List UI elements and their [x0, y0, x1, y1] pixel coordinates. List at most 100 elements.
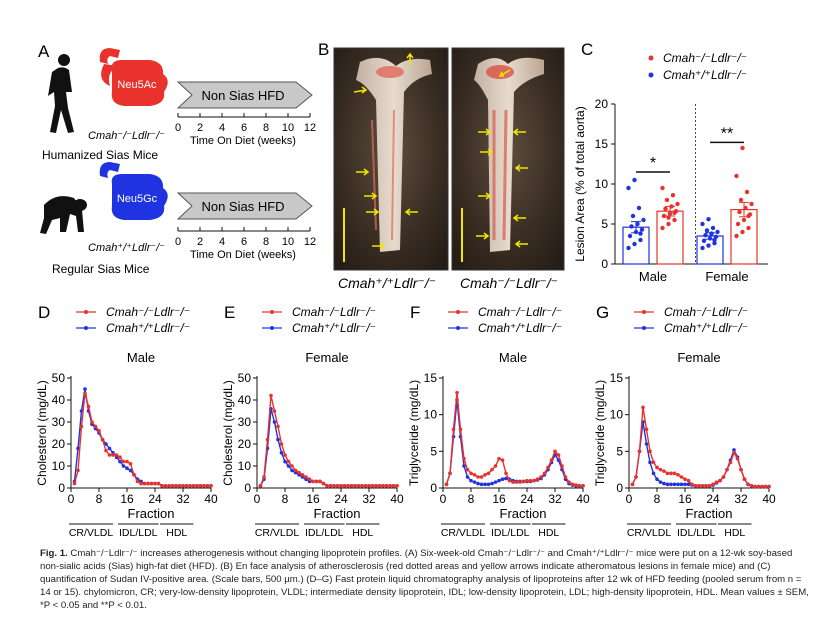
fplc-data-point	[290, 468, 294, 473]
panel-c-point	[667, 211, 673, 216]
timeline-tick-label-bottom: 4	[219, 236, 225, 248]
fplc-xtick-label: 0	[254, 492, 261, 506]
fplc-data-point	[756, 484, 761, 489]
fplc-data-point	[514, 480, 519, 484]
fplc-panel-letter: E	[224, 303, 235, 322]
fplc-data-point	[672, 471, 677, 476]
panel-c-point	[709, 231, 714, 236]
fplc-legend-label: Cmah⁺/⁺Ldlr⁻/⁻	[664, 321, 748, 335]
fplc-xtick-label: 0	[440, 492, 447, 506]
panel-c-point	[672, 217, 677, 223]
fplc-xtick-label: 24	[148, 492, 162, 506]
fplc-ylabel: Cholesterol (mg/dL)	[35, 380, 49, 485]
fplc-xtick-label: 32	[176, 492, 190, 506]
panel-c-point	[712, 237, 717, 243]
fplc-data-point	[648, 449, 652, 454]
fplc-data-point	[728, 460, 733, 465]
panel-c-point	[746, 225, 751, 231]
fplc-data-point	[195, 484, 199, 488]
fplc-xtick-label: 8	[282, 492, 289, 506]
fplc-data-point	[328, 484, 333, 488]
fplc-panel-letter: F	[410, 303, 420, 322]
fplc-data-point	[742, 477, 747, 482]
panel-c-point	[740, 229, 745, 235]
fplc-data-point	[381, 484, 385, 488]
fplc-data-point	[135, 479, 140, 484]
fplc-data-point	[279, 442, 284, 446]
panel-c-point	[735, 221, 741, 227]
panel-c-point	[626, 245, 631, 251]
fplc-data-point	[553, 449, 557, 454]
fplc-data-point	[97, 429, 101, 433]
fplc-data-point	[574, 483, 578, 487]
fplc-data-point	[86, 404, 91, 409]
fplc-data-point	[651, 471, 656, 476]
fplc-data-point	[388, 484, 392, 488]
panel-c-point	[627, 233, 633, 239]
fplc-data-point	[630, 482, 635, 487]
fplc-legend-marker	[456, 310, 460, 314]
fplc-xlabel: Fraction	[686, 506, 733, 521]
fplc-data-point	[142, 481, 147, 486]
panel-c-point	[664, 197, 670, 203]
fplc-data-point	[107, 453, 112, 457]
figure-caption: Fig. 1. Cmah⁻/⁻Ldlr⁻/⁻ increases atherog…	[40, 547, 810, 612]
fplc-data-point	[469, 478, 473, 483]
timeline-tick-label-bottom: 8	[263, 236, 269, 248]
fplc-data-point	[704, 484, 708, 488]
panel-c-point	[635, 221, 640, 227]
fplc-data-point	[483, 473, 487, 477]
fplc-data-point	[279, 451, 284, 455]
fplc-ytick-label: 50	[238, 371, 252, 385]
panel-c-point	[703, 233, 708, 238]
fplc-data-point	[153, 481, 157, 486]
panel-c-point	[675, 201, 680, 207]
fplc-xtick-label: 24	[706, 492, 720, 506]
fplc-ytick-label: 20	[52, 437, 66, 451]
fplc-data-point	[177, 484, 182, 488]
panel-c-ytick-label: 15	[595, 137, 609, 151]
fplc-ytick-label: 15	[424, 371, 438, 385]
fplc-data-point	[679, 475, 684, 479]
fplc-band-label: IDL/LDL	[677, 527, 716, 539]
fplc-data-point	[676, 473, 680, 477]
photo-label-left: Cmah⁺/⁺Ldlr⁻/⁻	[338, 275, 436, 291]
panel-c-point	[672, 210, 677, 215]
fplc-series-line	[259, 408, 397, 487]
fplc-panels: D Cmah⁻/⁻Ldlr⁻/⁻ Cmah⁺/⁺Ldlr⁻/⁻ Male 0 10 20 30…	[35, 303, 776, 539]
fplc-data-point	[367, 484, 371, 488]
fplc-data-point	[732, 448, 736, 452]
panel-c-point	[746, 213, 751, 219]
fplc-panel-title: Female	[305, 350, 348, 365]
fplc-data-point	[332, 484, 336, 488]
fplc-data-point	[518, 480, 522, 484]
fplc-data-point	[465, 467, 470, 472]
fplc-xtick-label: 40	[390, 492, 404, 506]
fplc-data-point	[209, 484, 213, 488]
mouse-genotype-bottom: Cmah⁺/⁺Ldlr⁻/⁻	[88, 242, 165, 254]
panel-c-point	[632, 177, 637, 183]
fplc-data-point	[118, 459, 122, 464]
fplc-data-point	[693, 484, 698, 488]
fplc-panel-title: Female	[677, 350, 720, 365]
timeline-tick-label-top: 6	[241, 122, 247, 134]
fplc-data-point	[644, 427, 649, 432]
panel-c-point	[633, 229, 639, 235]
fplc-data-point	[490, 467, 494, 472]
chimp-icon	[40, 196, 87, 234]
fplc-panel-title: Male	[499, 350, 527, 365]
panel-c-point	[660, 225, 665, 231]
fplc-data-point	[272, 409, 277, 413]
fplc-data-point	[651, 460, 656, 465]
fplc-data-point	[83, 387, 87, 391]
neu5ac-label: Neu5Ac	[117, 79, 157, 91]
panel-c-point	[704, 228, 710, 233]
fplc-xtick-label: 16	[306, 492, 320, 506]
fplc-data-point	[395, 484, 399, 488]
fplc-data-point	[346, 484, 350, 488]
fplc-data-point	[132, 473, 136, 477]
fplc-data-point	[283, 453, 287, 457]
panel-c-point	[707, 236, 713, 241]
fplc-data-point	[549, 458, 554, 462]
panel-c-point	[749, 201, 754, 207]
